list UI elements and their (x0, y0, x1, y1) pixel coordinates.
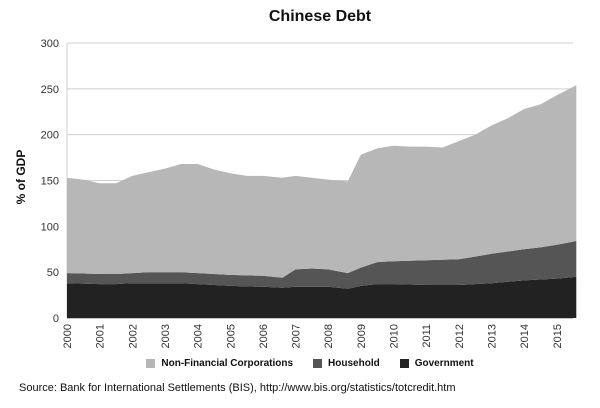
x-tick-label: 2014 (519, 324, 531, 348)
x-tick-label: 2005 (225, 324, 237, 348)
x-tick-label: 2012 (454, 324, 466, 348)
y-tick-label: 200 (41, 130, 59, 142)
x-tick-label: 2008 (323, 324, 335, 348)
x-tick-label: 2015 (552, 324, 564, 348)
x-tick-label: 2002 (127, 324, 139, 348)
area-series (67, 85, 577, 318)
x-tick-label: 2010 (389, 324, 401, 348)
x-tick-label: 2007 (291, 324, 303, 348)
y-axis-ticks: 0 50 100 150 200 250 300 (41, 38, 59, 325)
area-non-financial-corporations (67, 85, 577, 278)
legend-label-government: Government (414, 358, 474, 369)
x-tick-label: 2000 (62, 324, 74, 348)
y-tick-label: 100 (41, 221, 59, 233)
legend-label-household: Household (328, 358, 380, 369)
legend-item-nfc: Non-Financial Corporations (146, 358, 293, 369)
chart-title: Chinese Debt (268, 8, 372, 25)
x-tick-label: 2006 (258, 324, 270, 348)
area-government (67, 276, 577, 318)
legend-label-nfc: Non-Financial Corporations (161, 358, 294, 369)
legend-swatch-household (313, 359, 323, 368)
x-tick-label: 2009 (356, 324, 368, 348)
x-tick-label: 2001 (95, 324, 107, 348)
y-tick-label: 150 (41, 176, 59, 188)
y-tick-label: 50 (47, 267, 59, 279)
x-tick-label: 2013 (486, 324, 498, 348)
x-tick-label: 2004 (193, 324, 205, 348)
source-note: Source: Bank for International Settlemen… (19, 382, 456, 394)
legend-item-household: Household (313, 358, 380, 369)
x-tick-label: 2003 (160, 324, 172, 348)
area-household (67, 241, 577, 289)
legend-swatch-government (399, 359, 409, 368)
y-tick-label: 250 (41, 84, 59, 96)
y-tick-label: 300 (41, 38, 59, 50)
legend-item-government: Government (399, 358, 474, 369)
x-axis-ticks: 2000 2001 2002 2003 2004 2005 2006 2007 2008 2009… (62, 324, 564, 348)
y-tick-label: 0 (53, 313, 59, 325)
legend: Non-Financial Corporations Household Gov… (0, 358, 600, 369)
legend-swatch-nfc (146, 359, 156, 368)
x-tick-label: 2011 (421, 324, 433, 348)
